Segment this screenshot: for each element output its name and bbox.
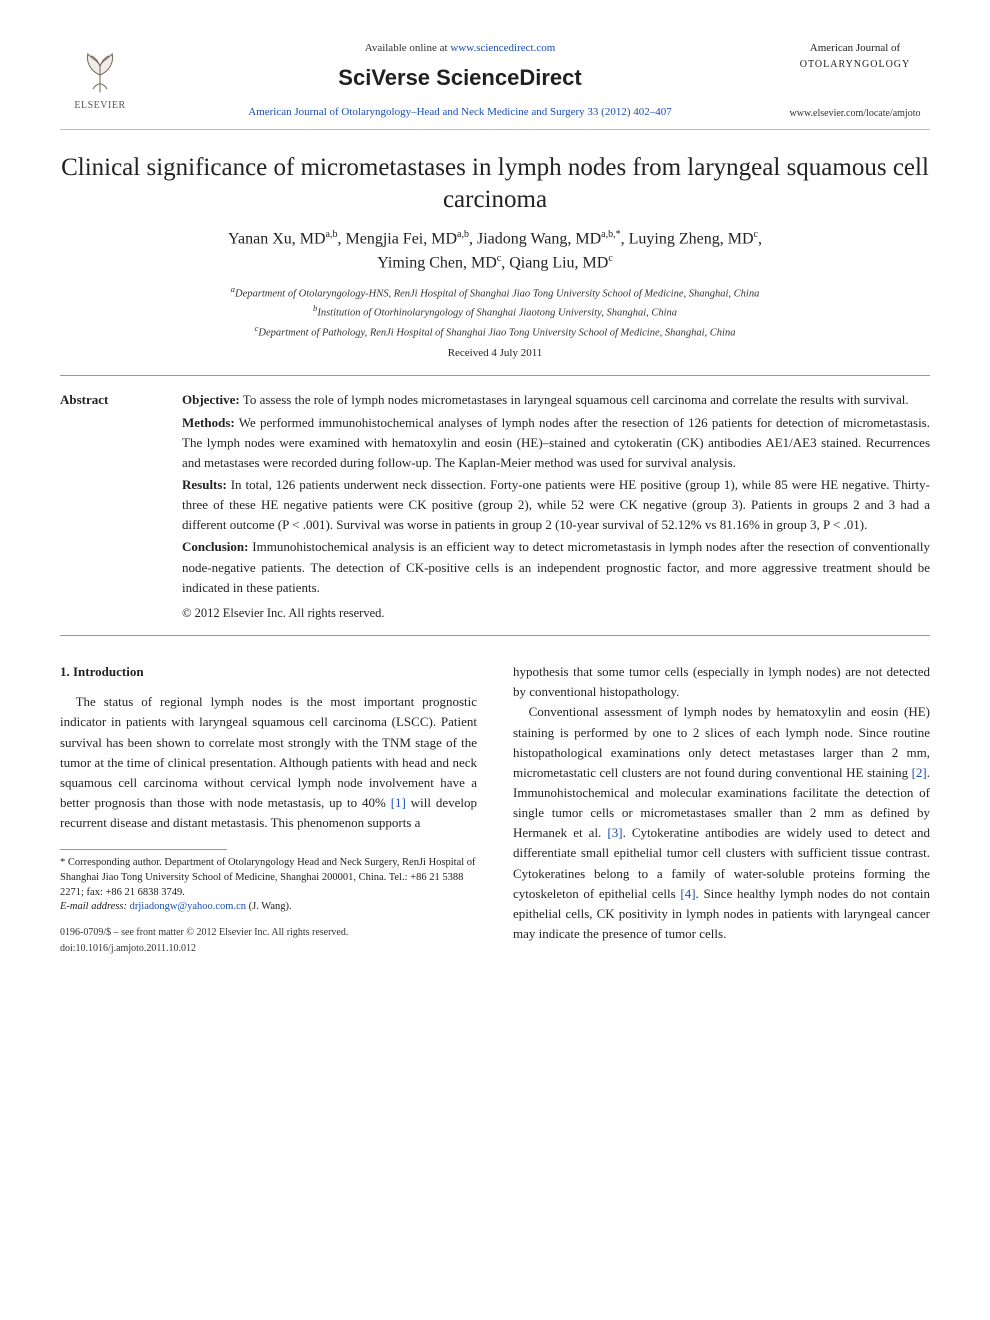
sciencedirect-link[interactable]: www.sciencedirect.com <box>450 42 555 54</box>
abstract-results: Results: In total, 126 patients underwen… <box>182 475 930 535</box>
journal-site-url[interactable]: www.elsevier.com/locate/amjoto <box>780 106 930 121</box>
center-header: Available online at www.sciencedirect.co… <box>140 40 780 120</box>
abstract-copyright: © 2012 Elsevier Inc. All rights reserved… <box>182 604 930 623</box>
affiliations: aDepartment of Otolaryngology-HNS, RenJi… <box>60 283 930 341</box>
ref-link-2[interactable]: [2] <box>912 765 927 780</box>
intro-paragraph-1: The status of regional lymph nodes is th… <box>60 692 477 833</box>
abstract-objective: Objective: To assess the role of lymph n… <box>182 390 930 410</box>
front-matter-line: 0196-0709/$ – see front matter © 2012 El… <box>60 925 477 941</box>
available-prefix: Available online at <box>365 42 451 54</box>
abstract-top-rule <box>60 375 930 376</box>
abstract-block: Abstract Objective: To assess the role o… <box>60 390 930 625</box>
ref-link-4[interactable]: [4] <box>680 886 695 901</box>
journal-name-line1: American Journal of <box>780 40 930 57</box>
doi-line: doi:10.1016/j.amjoto.2011.10.012 <box>60 941 477 957</box>
intro-paragraph-3: Conventional assessment of lymph nodes b… <box>513 702 930 944</box>
article-title: Clinical significance of micrometastases… <box>60 152 930 217</box>
journal-name-line2: OTOLARYNGOLOGY <box>780 57 930 72</box>
footnotes: * Corresponding author. Department of Ot… <box>60 856 477 915</box>
intro-paragraph-2: hypothesis that some tumor cells (especi… <box>513 662 930 702</box>
corresponding-author-note: * Corresponding author. Department of Ot… <box>60 856 477 900</box>
abstract-bottom-rule <box>60 635 930 636</box>
elsevier-label: ELSEVIER <box>74 98 125 113</box>
received-date: Received 4 July 2011 <box>60 345 930 362</box>
affil-a: aDepartment of Otolaryngology-HNS, RenJi… <box>60 283 930 302</box>
authors-line: Yanan Xu, MDa,b, Mengjia Fei, MDa,b, Jia… <box>60 227 930 276</box>
footnote-rule <box>60 849 227 850</box>
elsevier-tree-icon <box>72 40 128 96</box>
page-header: ELSEVIER Available online at www.science… <box>60 40 930 121</box>
affil-c: cDepartment of Pathology, RenJi Hospital… <box>60 322 930 341</box>
body-columns: 1. Introduction The status of regional l… <box>60 662 930 956</box>
ref-link-1[interactable]: [1] <box>391 795 406 810</box>
header-rule <box>60 129 930 130</box>
corresponding-email-link[interactable]: drjiadongw@yahoo.com.cn <box>130 901 246 912</box>
bottom-meta: 0196-0709/$ – see front matter © 2012 El… <box>60 925 477 956</box>
abstract-methods: Methods: We performed immunohistochemica… <box>182 413 930 473</box>
abstract-body: Objective: To assess the role of lymph n… <box>182 390 930 625</box>
elsevier-logo-block: ELSEVIER <box>60 40 140 113</box>
affil-b: bInstitution of Otorhinolaryngology of S… <box>60 302 930 321</box>
ref-link-3[interactable]: [3] <box>607 825 622 840</box>
abstract-conclusion: Conclusion: Immunohistochemical analysis… <box>182 537 930 597</box>
abstract-label: Abstract <box>60 390 150 625</box>
sciverse-logo-text: SciVerse ScienceDirect <box>150 61 770 94</box>
email-line: E-mail address: drjiadongw@yahoo.com.cn … <box>60 900 477 915</box>
intro-heading: 1. Introduction <box>60 662 477 682</box>
journal-name-block: American Journal of OTOLARYNGOLOGY www.e… <box>780 40 930 121</box>
journal-reference[interactable]: American Journal of Otolaryngology–Head … <box>150 104 770 121</box>
available-online-line: Available online at www.sciencedirect.co… <box>150 40 770 57</box>
